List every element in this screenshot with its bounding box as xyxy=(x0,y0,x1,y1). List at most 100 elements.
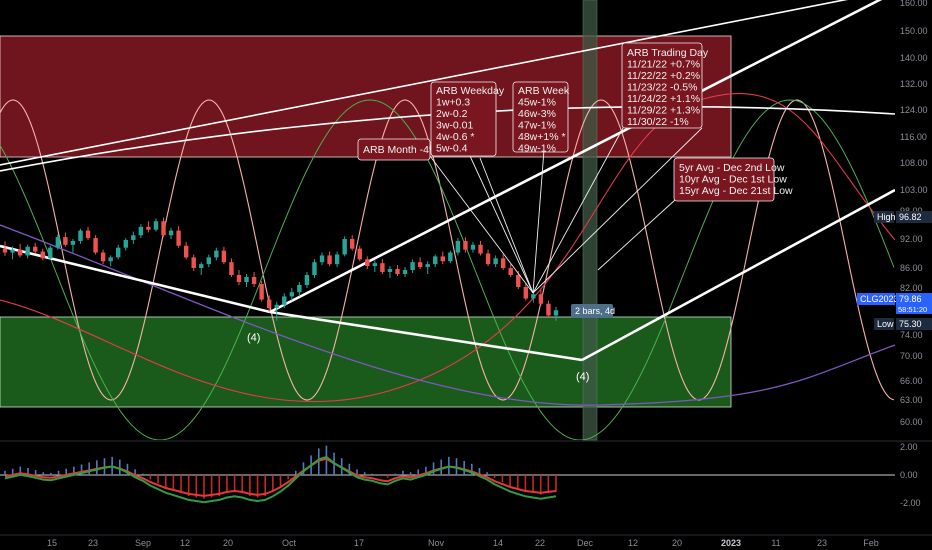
price-tick-label: 86.00 xyxy=(900,263,923,273)
candle-body xyxy=(433,256,438,265)
candle-body xyxy=(146,226,151,230)
projection-up-line xyxy=(581,188,895,362)
price-tick-label: 74.00 xyxy=(900,330,923,340)
candle-body xyxy=(440,256,445,262)
price-tick-label: 116.00 xyxy=(900,132,927,142)
supply-zone xyxy=(0,35,732,158)
price-tick-label: 160.00 xyxy=(900,0,928,8)
svg-text:96.82: 96.82 xyxy=(899,212,922,222)
candle-body xyxy=(244,277,249,282)
candle-body xyxy=(236,275,242,282)
arb-trading-day-callout[interactable]: ARB Trading Day 11/21/22 +0.7% 11/22/22 +0… xyxy=(621,42,709,129)
time-tick-label: 12 xyxy=(180,538,190,548)
upper-channel-line xyxy=(269,0,883,314)
candle-body xyxy=(410,262,415,270)
svg-text:2 bars, 4d: 2 bars, 4d xyxy=(575,306,615,316)
time-tick-label: 20 xyxy=(223,538,233,548)
high-price-tag[interactable]: High 96.82 xyxy=(874,211,932,223)
candle-body xyxy=(48,247,53,259)
svg-text:75.30: 75.30 xyxy=(899,319,922,329)
candle-body xyxy=(508,268,513,275)
symbol-price-tag[interactable]: CLG2023 79.86 58:51:20 xyxy=(857,293,932,314)
price-tick-label: 92.00 xyxy=(900,234,923,244)
candle-body xyxy=(500,258,506,268)
wave-label-4-left: (4) xyxy=(247,332,260,344)
candle-body xyxy=(221,250,227,263)
candle-body xyxy=(153,221,159,230)
candle-body xyxy=(448,252,453,262)
candle-body xyxy=(229,262,234,275)
candle-body xyxy=(55,237,61,248)
candle-body xyxy=(417,262,423,268)
time-tick-label: 2023 xyxy=(721,538,741,548)
candle-body xyxy=(478,244,483,254)
candlestick-series xyxy=(2,217,559,321)
price-tick-label: 66.00 xyxy=(900,376,923,386)
lower-declining-line xyxy=(0,244,271,314)
oscillator-tick-label: -2.00 xyxy=(900,498,921,508)
svg-text:58:51:20: 58:51:20 xyxy=(898,305,927,314)
candle-body xyxy=(199,264,204,268)
time-tick-label: Sep xyxy=(135,538,151,548)
time-axis[interactable]: 15 23 Sep 12 20 Oct 17 Nov 14 22 Dec 12 20 2023 11 23 Fe… xyxy=(47,538,879,548)
oscillator-axis[interactable]: 2.00 0.00 -2.00 xyxy=(900,442,921,508)
candle-body xyxy=(327,255,332,265)
arb-week-text: ARB Week 45w-1% 46w-3% 47w-1% 48w+1% * 49w-1% xyxy=(518,85,570,155)
arb-weekday-callout[interactable]: ARB Weekday 1w+0.3 2w-0.2 3w-0.01 4w-0.6 * 5w… xyxy=(430,81,505,157)
candle-body xyxy=(274,304,279,308)
candle-body xyxy=(108,257,113,262)
candle-body xyxy=(214,250,219,258)
arb-week-callout[interactable]: ARB Week 45w-1% 46w-3% 47w-1% 48w+1% * 49w-1% xyxy=(512,81,570,155)
arb-month-callout[interactable]: ARB Month -4% xyxy=(357,138,438,161)
oscillator-main-line xyxy=(4,455,557,504)
candle-body xyxy=(176,230,181,246)
candle-body xyxy=(334,254,340,265)
oscillator-tick-label: 0.00 xyxy=(900,470,918,480)
price-tick-label: 63.00 xyxy=(900,395,923,405)
time-tick-label: 11 xyxy=(771,538,780,548)
seasonal-lows-callout[interactable]: 5yr Avg - Dec 2nd Low 10yr Avg - Dec 1st … xyxy=(673,157,793,202)
price-tick-label: 82.00 xyxy=(900,283,923,293)
price-tick-label: 140.00 xyxy=(900,53,928,63)
time-tick-label: 23 xyxy=(88,538,98,548)
price-tick-label: 132.00 xyxy=(900,79,928,89)
price-tick-label: 124.00 xyxy=(900,105,928,115)
candle-body xyxy=(123,239,128,248)
time-tick-label: 17 xyxy=(354,538,364,548)
cycle-line-green xyxy=(0,99,895,440)
candle-body xyxy=(10,249,15,253)
candle-body xyxy=(25,246,30,256)
long-trendline xyxy=(0,0,849,166)
candle-body xyxy=(365,259,370,267)
time-tick-label: 22 xyxy=(535,538,545,548)
candle-body xyxy=(395,269,400,274)
candle-body xyxy=(485,253,491,265)
oscillator-tick-label: 2.00 xyxy=(900,442,918,452)
candle-body xyxy=(402,270,408,274)
candle-body xyxy=(463,240,468,250)
candle-body xyxy=(161,221,166,236)
candle-body xyxy=(538,294,544,304)
candle-body xyxy=(131,235,136,240)
candle-body xyxy=(259,284,264,300)
time-tick-label: Feb xyxy=(863,538,879,548)
candle-body xyxy=(425,264,430,268)
low-price-tag[interactable]: Low 75.30 xyxy=(874,318,932,330)
time-tick-label: 15 xyxy=(47,538,57,548)
candle-body xyxy=(493,258,498,265)
candle-body xyxy=(191,257,196,268)
candle-body xyxy=(168,230,174,236)
candle-body xyxy=(78,230,83,241)
price-tick-label: 103.00 xyxy=(900,185,928,195)
svg-text:High: High xyxy=(877,212,896,222)
candle-body xyxy=(63,237,68,245)
price-tick-label: 150.00 xyxy=(900,26,928,36)
candle-body xyxy=(372,263,378,267)
oscillator-panel xyxy=(4,445,557,504)
candle-body xyxy=(470,244,476,250)
time-tick-label: Nov xyxy=(428,538,445,548)
candle-body xyxy=(32,246,38,252)
price-tick-label: 108.00 xyxy=(900,158,928,168)
